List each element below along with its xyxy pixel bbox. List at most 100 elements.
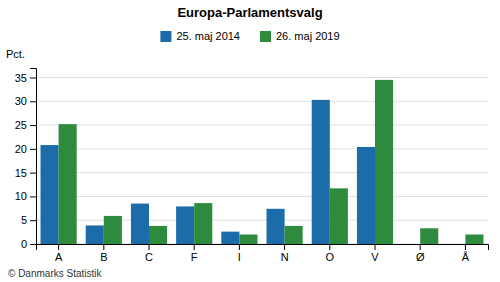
x-tick-mark <box>420 244 421 250</box>
y-tick-label: 0 <box>21 238 27 250</box>
y-tick-label: 25 <box>15 119 27 131</box>
y-tick-mark <box>30 149 36 150</box>
footnote: © Danmarks Statistik <box>8 268 103 279</box>
bar <box>176 206 194 244</box>
y-tick-label: 5 <box>21 214 27 226</box>
x-tick: Ø <box>416 244 425 263</box>
bar <box>149 226 167 244</box>
bars <box>41 80 484 244</box>
x-tick-mark <box>194 244 195 250</box>
y-tick-label: 15 <box>15 167 27 179</box>
x-tick: B <box>100 244 107 263</box>
x-tick-mark <box>284 244 285 250</box>
x-tick-label: N <box>281 251 289 263</box>
bar <box>357 147 375 244</box>
y-tick: 10 <box>15 190 36 202</box>
grid <box>36 78 488 244</box>
x-tick: N <box>281 244 289 263</box>
legend-item: 25. maj 2014 <box>160 30 240 42</box>
legend-swatch <box>260 31 271 42</box>
bar-series <box>41 100 375 244</box>
y-tick-mark <box>30 101 36 102</box>
y-axis: 0 5 10 15 20 25 30 35 <box>15 69 37 251</box>
grid-line <box>36 148 488 149</box>
bar <box>104 216 122 244</box>
x-tick-mark <box>239 244 240 250</box>
grid-line <box>36 196 488 197</box>
grid-line <box>36 172 488 173</box>
y-tick-mark <box>30 125 36 126</box>
y-tick-label: 35 <box>15 72 27 84</box>
bar <box>131 204 149 244</box>
x-tick-mark <box>375 244 376 250</box>
y-tick-mark <box>30 173 36 174</box>
y-tick-mark <box>30 196 36 197</box>
y-tick-mark <box>30 78 36 79</box>
bar <box>267 209 285 244</box>
grid-line <box>36 77 488 78</box>
y-tick-mark <box>30 220 36 221</box>
x-tick-label: C <box>145 251 153 263</box>
legend-label: 26. maj 2019 <box>276 30 340 42</box>
x-tick-label: I <box>238 251 241 263</box>
y-tick-label: 20 <box>15 143 27 155</box>
y-tick: 15 <box>15 167 36 179</box>
y-tick-label: 30 <box>15 95 27 107</box>
bar <box>447 244 465 245</box>
bar <box>312 100 330 244</box>
x-tick: O <box>326 244 335 263</box>
y-tick: 35 <box>15 72 36 84</box>
x-axis: ABCFINOVØÅ <box>37 244 489 263</box>
grid-line <box>36 125 488 126</box>
x-tick-label: Å <box>462 251 470 263</box>
bar <box>375 80 393 244</box>
x-tick-mark <box>465 244 466 250</box>
bar <box>221 232 239 244</box>
y-tick: 25 <box>15 119 36 131</box>
bar <box>41 145 59 244</box>
x-tick: C <box>145 244 153 263</box>
bar <box>239 234 257 244</box>
x-tick: F <box>191 244 198 263</box>
bar <box>402 244 420 245</box>
y-tick: 20 <box>15 143 36 155</box>
x-tick: Å <box>462 244 470 263</box>
x-tick-label: V <box>371 251 379 263</box>
x-tick-mark <box>329 244 330 250</box>
y-label: Pct. <box>6 48 25 60</box>
x-tick: V <box>371 244 379 263</box>
bar-series <box>59 80 484 244</box>
y-tick-mark <box>30 244 36 245</box>
legend-swatch <box>160 31 171 42</box>
x-tick: A <box>55 244 63 263</box>
y-axis-line <box>30 69 37 245</box>
bar <box>465 234 483 244</box>
x-tick-mark <box>58 244 59 250</box>
y-tick: 30 <box>15 95 36 107</box>
bar <box>330 188 348 244</box>
title: Europa-Parlamentsvalg <box>177 5 322 20</box>
x-tick: I <box>238 244 241 263</box>
plot: 0 5 10 15 20 25 30 35 A B C F I N O V Ø Å <box>15 69 489 263</box>
bar <box>285 226 303 244</box>
x-tick-label: F <box>191 251 198 263</box>
y-tick: 0 <box>21 238 36 250</box>
chart: Europa-Parlamentsvalg 0 5 10 15 20 25 30 35 A B C F I… <box>0 0 500 282</box>
bar <box>86 225 104 244</box>
x-tick-label: Ø <box>416 251 425 263</box>
legend-item: 26. maj 2019 <box>260 30 340 42</box>
x-tick-label: A <box>55 251 63 263</box>
legend: 25. maj 2014 26. maj 2019 <box>160 30 339 42</box>
y-tick: 5 <box>21 214 36 226</box>
x-tick-label: B <box>100 251 107 263</box>
x-tick-mark <box>103 244 104 250</box>
bar <box>420 228 438 244</box>
x-tick-mark <box>149 244 150 250</box>
bar <box>59 124 77 244</box>
x-tick-label: O <box>326 251 335 263</box>
y-tick-label: 10 <box>15 190 27 202</box>
legend-label: 25. maj 2014 <box>176 30 240 42</box>
bar <box>194 203 212 244</box>
grid-line <box>36 101 488 102</box>
x-axis-line <box>37 245 489 251</box>
